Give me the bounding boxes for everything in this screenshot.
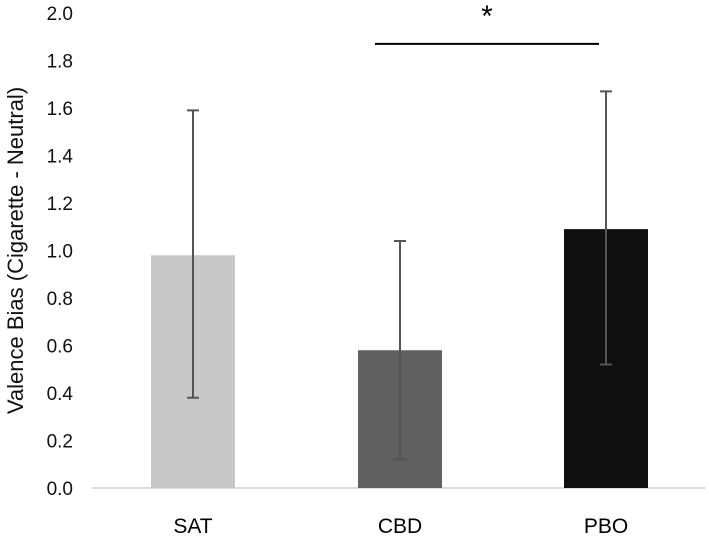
y-tick-label: 1.0: [47, 242, 73, 263]
x-category-label: SAT: [173, 515, 212, 538]
y-tick-label: 0.8: [47, 289, 73, 310]
y-tick-label: 2.0: [47, 4, 73, 25]
significance-annotation: *: [375, 0, 599, 45]
x-category-label: PBO: [584, 515, 628, 538]
error-bar-sat: [187, 109, 199, 399]
y-tick-label: 1.6: [47, 99, 73, 120]
y-tick-label: 0.4: [47, 384, 74, 405]
error-bars: [187, 90, 612, 461]
y-tick-label: 0.6: [47, 337, 73, 358]
y-tick-label: 1.8: [47, 52, 73, 73]
y-axis-ticks: 0.0 0.2 0.4 0.6 0.8 1.0 1.2 1.4 1.6 1.8 2.0: [47, 4, 74, 500]
significance-star: *: [481, 0, 493, 33]
y-tick-label: 1.4: [47, 147, 74, 168]
error-bar-pbo: [600, 90, 612, 366]
y-tick-label: 0.0: [47, 479, 73, 500]
y-tick-label: 1.2: [47, 194, 73, 215]
error-bar-cbd: [394, 240, 406, 461]
x-category-label: CBD: [378, 515, 422, 538]
y-axis-title: Valence Bias (Cigarette - Neutral): [3, 87, 28, 414]
y-tick-label: 0.2: [47, 432, 73, 453]
x-axis-categories: SAT CBD PBO: [173, 515, 628, 538]
